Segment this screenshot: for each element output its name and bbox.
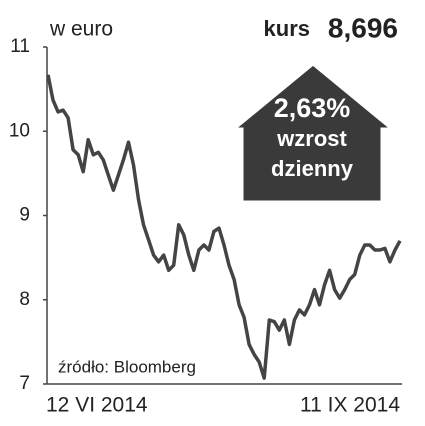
source: źródło: Bloomberg (58, 357, 196, 376)
y-tick-label: 9 (19, 205, 30, 226)
y-tick-label: 10 (9, 120, 30, 141)
change-badge (229, 62, 397, 204)
y-tick-label: 7 (19, 373, 30, 394)
unit-label: w euro (49, 18, 113, 41)
change-value: 2,63% (274, 93, 351, 123)
y-tick-label: 8 (19, 289, 30, 310)
x-tick-label: 11 IX 2014 (300, 394, 400, 417)
change-text: dzienny (271, 156, 354, 181)
change-text: wzrost (276, 126, 347, 151)
y-tick-label: 11 (10, 36, 30, 57)
x-tick-label: 12 VI 2014 (46, 394, 148, 417)
price-label: kurs (264, 16, 310, 41)
price: 8,696 (328, 12, 398, 43)
price-line (46, 74, 402, 380)
